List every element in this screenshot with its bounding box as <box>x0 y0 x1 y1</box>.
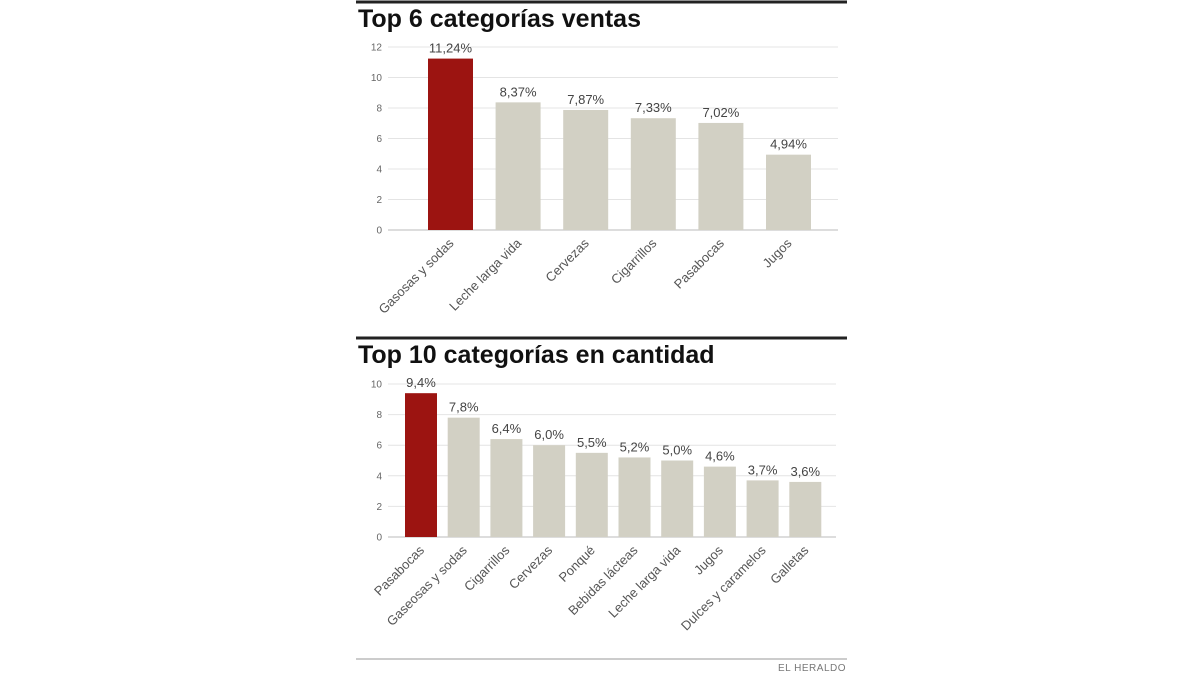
y-tick-label: 2 <box>376 502 382 513</box>
bar <box>447 417 480 537</box>
bar <box>495 102 541 230</box>
data-label: 9,4% <box>406 375 436 390</box>
bar <box>766 154 811 230</box>
x-tick-label: Leche larga vida <box>605 542 684 621</box>
y-tick-label: 8 <box>376 104 382 115</box>
chart-1-plot: 0 2 4 6 8 10 12 11,24% Gasosas y sodas 8,37% Leche… <box>371 41 838 317</box>
x-tick-label: Cervezas <box>542 235 592 285</box>
bar <box>428 58 473 231</box>
bar <box>703 466 736 537</box>
data-label: 6,4% <box>492 421 522 436</box>
data-label: 7,02% <box>702 105 739 120</box>
bar <box>533 445 566 537</box>
bar <box>746 480 779 537</box>
bar <box>630 118 676 230</box>
bar <box>789 481 822 537</box>
data-label: 11,24% <box>429 41 473 56</box>
data-label: 7,8% <box>449 400 479 415</box>
credit-label: EL HERALDO <box>778 663 846 674</box>
y-tick-label: 0 <box>376 226 382 237</box>
bar <box>490 439 523 537</box>
data-label: 3,7% <box>748 462 778 477</box>
y-tick-label: 2 <box>376 195 382 206</box>
data-label: 4,6% <box>705 449 735 464</box>
x-tick-label: Cigarrillos <box>608 235 660 287</box>
data-label: 5,5% <box>577 435 607 450</box>
data-label: 4,94% <box>770 137 807 152</box>
x-tick-label: Cigarrillos <box>461 542 513 594</box>
bar <box>563 109 609 230</box>
data-label: 5,2% <box>620 439 650 454</box>
x-tick-label: Pasabocas <box>671 235 727 291</box>
y-tick-label: 4 <box>376 471 382 482</box>
bar <box>405 393 437 537</box>
x-tick-label: Gaseosas y sodas <box>384 542 471 629</box>
chart-2-title: Top 10 categorías en cantidad <box>358 341 715 369</box>
x-tick-label: Ponqué <box>556 543 598 585</box>
y-tick-label: 6 <box>376 134 382 145</box>
x-tick-label: Cervezas <box>506 542 556 592</box>
x-tick-label: Dulces y caramelos <box>678 542 769 633</box>
bar <box>618 457 651 537</box>
y-tick-label: 10 <box>371 73 383 84</box>
data-label: 6,0% <box>534 427 564 442</box>
y-tick-label: 10 <box>371 380 383 391</box>
bar <box>698 122 744 230</box>
x-tick-label: Jugos <box>691 542 726 577</box>
y-tick-label: 8 <box>376 410 382 421</box>
y-tick-label: 0 <box>376 533 382 544</box>
x-tick-label: Gasosas y sodas <box>376 235 457 316</box>
chart-1-title: Top 6 categorías ventas <box>358 5 641 33</box>
bar <box>661 460 694 537</box>
y-tick-label: 12 <box>371 43 383 54</box>
data-label: 7,33% <box>635 100 672 115</box>
x-tick-label: Galletas <box>767 542 812 587</box>
bar <box>575 452 608 537</box>
x-tick-label: Leche larga vida <box>446 235 525 314</box>
y-tick-label: 6 <box>376 441 382 452</box>
y-tick-label: 4 <box>376 165 382 176</box>
data-label: 3,6% <box>790 464 820 479</box>
data-label: 8,37% <box>500 84 537 99</box>
data-label: 7,87% <box>567 92 604 107</box>
x-tick-label: Jugos <box>759 235 794 270</box>
data-label: 5,0% <box>662 443 692 458</box>
